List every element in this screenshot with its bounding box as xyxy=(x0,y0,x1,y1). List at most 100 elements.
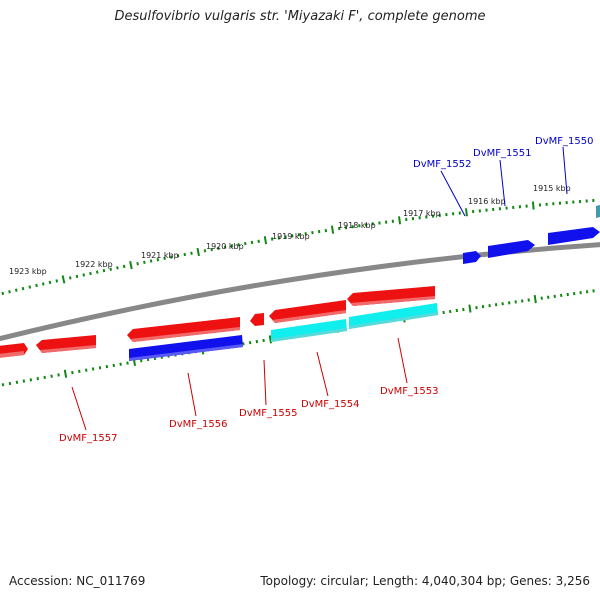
tick-mark xyxy=(170,255,173,259)
gene-feature-dvmf-1553 xyxy=(347,286,435,306)
gene-feature-dvmf-1550 xyxy=(548,227,600,245)
gene-feature-shadow xyxy=(130,327,240,342)
tick-mark xyxy=(36,376,40,381)
leader-line xyxy=(397,337,408,384)
tick-mark xyxy=(237,243,240,247)
gene-feature-dvmf-1555 xyxy=(250,313,264,326)
gene-feature-shadow xyxy=(0,351,24,358)
gene-feature-dvmf-1552 xyxy=(463,251,481,264)
tick-mark xyxy=(190,251,193,255)
tick-mark xyxy=(75,274,79,279)
tick-mark xyxy=(35,283,38,288)
tick-mark xyxy=(398,216,402,225)
accession-text: Accession: NC_011769 xyxy=(9,574,146,588)
kbp-label: 1917 kbp xyxy=(403,209,441,218)
tick-mark xyxy=(244,241,247,246)
gene-feature-dvmf-1554 xyxy=(269,300,346,323)
tick-mark xyxy=(89,271,92,276)
tick-mark xyxy=(8,290,11,294)
outer-tick-ring xyxy=(1,198,595,296)
leader-line xyxy=(187,372,197,417)
tick-mark xyxy=(196,247,200,257)
tick-mark xyxy=(8,381,12,386)
tick-mark xyxy=(50,374,53,378)
leader-line xyxy=(499,159,506,207)
map-title: Desulfovibrio vulgaris str. 'Miyazaki F'… xyxy=(114,9,486,24)
tick-mark xyxy=(78,369,81,373)
kbp-label: 1915 kbp xyxy=(533,184,571,193)
leader-line xyxy=(316,351,329,397)
tick-mark xyxy=(129,260,133,270)
tick-mark xyxy=(210,247,213,252)
leader-line xyxy=(440,170,466,217)
tick-mark xyxy=(98,366,102,370)
leader-line xyxy=(263,359,267,406)
tick-mark xyxy=(105,364,109,369)
tick-mark xyxy=(531,201,535,210)
tick-mark xyxy=(41,282,45,286)
tick-mark xyxy=(468,304,472,313)
tick-mark xyxy=(203,249,207,253)
tick-mark xyxy=(126,361,129,365)
leader-line xyxy=(562,146,568,195)
tick-mark xyxy=(149,259,153,263)
kbp-label: 1918 kbp xyxy=(338,221,376,230)
gene-feature-shadow xyxy=(350,296,435,306)
tick-mark xyxy=(143,260,146,265)
gene-feature-edge xyxy=(596,205,600,218)
tick-mark xyxy=(122,264,126,269)
tick-mark xyxy=(61,275,66,284)
tick-mark xyxy=(22,379,26,383)
kbp-label: 1919 kbp xyxy=(272,232,310,241)
genome-summary-text: Topology: circular; Length: 4,040,304 bp… xyxy=(260,574,590,588)
tick-mark xyxy=(112,363,116,368)
tick-mark xyxy=(163,256,166,261)
tick-mark xyxy=(139,359,143,363)
tick-mark xyxy=(21,286,25,291)
gene-feature-shadow xyxy=(129,344,243,361)
gene-label-dvmf-1556: DvMF_1556 xyxy=(169,419,227,430)
kbp-label: 1920 kbp xyxy=(206,242,244,251)
tick-mark xyxy=(14,288,18,292)
tick-mark xyxy=(28,285,32,289)
tick-mark xyxy=(223,245,227,249)
kbp-label: 1922 kbp xyxy=(75,260,113,269)
tick-mark xyxy=(57,373,60,377)
tick-mark xyxy=(330,225,335,234)
kbp-label: 1916 kbp xyxy=(468,197,506,206)
tick-mark xyxy=(268,335,272,344)
gene-feature-shadow xyxy=(271,328,347,342)
tick-mark xyxy=(91,367,95,371)
tick-mark xyxy=(119,362,122,366)
gene-label-dvmf-1552: DvMF_1552 xyxy=(413,159,471,170)
tick-mark xyxy=(1,383,5,387)
gene-label-dvmf-1550: DvMF_1550 xyxy=(535,136,593,147)
tick-mark xyxy=(63,369,68,378)
label-leader-lines xyxy=(71,146,568,431)
tick-mark xyxy=(95,270,99,274)
gene-label-dvmf-1551: DvMF_1551 xyxy=(473,148,531,159)
gene-feature-dvmf-1556 xyxy=(127,317,240,342)
tick-mark xyxy=(250,240,254,245)
tick-mark xyxy=(156,258,160,262)
tick-mark xyxy=(48,280,52,285)
tick-mark xyxy=(217,246,220,250)
gene-label-dvmf-1553: DvMF_1553 xyxy=(380,386,438,397)
tick-mark xyxy=(29,378,33,382)
gene-feature-dvmf-1551 xyxy=(488,240,535,258)
tick-mark xyxy=(71,370,74,375)
kbp-label: 1923 kbp xyxy=(9,267,47,276)
tick-mark xyxy=(109,267,112,271)
tick-mark xyxy=(55,279,59,283)
tick-mark xyxy=(43,375,46,380)
tick-mark xyxy=(102,268,106,273)
tick-mark xyxy=(533,294,537,304)
tick-mark xyxy=(84,368,88,372)
leader-line xyxy=(71,386,87,431)
gene-feature-shadow xyxy=(40,345,96,353)
tick-mark xyxy=(82,273,86,277)
tick-mark xyxy=(116,266,119,270)
kbp-label: 1921 kbp xyxy=(141,251,179,260)
